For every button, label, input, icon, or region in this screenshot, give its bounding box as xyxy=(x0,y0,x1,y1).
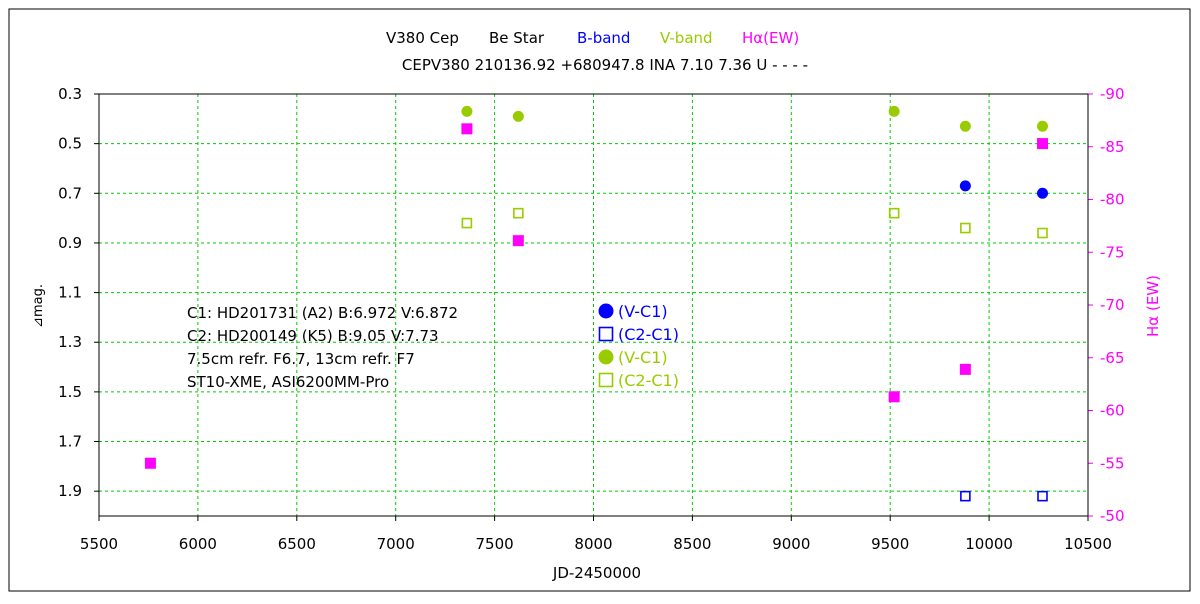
data-point xyxy=(461,123,473,135)
x-tick-label: 8000 xyxy=(574,535,612,553)
title-object: V380 Cep xyxy=(386,29,459,47)
y-tick-label: 1.7 xyxy=(58,433,82,451)
x-axis-label: JD-2450000 xyxy=(552,564,641,582)
y-tick-label: 0.9 xyxy=(58,234,82,252)
legend-label: (C2-C1) xyxy=(618,325,679,344)
x-tick-label: 8500 xyxy=(673,535,711,553)
x-tick-label: 5500 xyxy=(80,535,118,553)
title-halpha: Hα(EW) xyxy=(742,29,799,47)
data-point xyxy=(959,363,971,375)
info-line-telescopes: 7.5cm refr. F6.7, 13cm refr. F7 xyxy=(187,350,415,368)
legend-marker xyxy=(598,372,614,388)
x-tick-label: 10500 xyxy=(1064,535,1112,553)
y-tick-label: 1.1 xyxy=(58,284,82,302)
x-tick-label: 7000 xyxy=(377,535,415,553)
y2-tick-label: -90 xyxy=(1100,85,1125,103)
data-point xyxy=(959,180,971,192)
tick-labels: 5500 6000 6500 7000 7500 8000 8500 9000 9500 1000… xyxy=(58,85,1124,553)
data-point xyxy=(513,207,524,219)
x-tick-label: 9500 xyxy=(871,535,909,553)
y-tick-label: 1.3 xyxy=(58,333,82,351)
chart-frame xyxy=(8,8,1191,592)
data-point xyxy=(1037,187,1049,199)
data-point xyxy=(1037,227,1048,239)
y2-tick-label: -50 xyxy=(1100,507,1125,525)
data-point xyxy=(960,490,971,502)
title-v-band: V-band xyxy=(660,29,713,47)
data-point xyxy=(888,105,900,117)
data-point xyxy=(960,222,971,234)
info-line-cameras: ST10-XME, ASI6200MM-Pro xyxy=(187,373,389,391)
y2-tick-label: -85 xyxy=(1100,138,1125,156)
y2-tick-label: -60 xyxy=(1100,402,1125,420)
x-tick-label: 6000 xyxy=(179,535,217,553)
x-tick-label: 7500 xyxy=(476,535,514,553)
y-tick-label: 1.5 xyxy=(58,383,82,401)
y-axis-label: ⊿mag. xyxy=(31,284,46,328)
data-point xyxy=(888,391,900,403)
legend-marker xyxy=(598,303,614,319)
y2-tick-label: -65 xyxy=(1100,349,1125,367)
info-line-c2: C2: HD200149 (K5) B:9.05 V:7.73 xyxy=(187,327,439,345)
info-line-c1: C1: HD201731 (A2) B:6.972 V:6.872 xyxy=(187,304,458,322)
y-tick-label: 1.9 xyxy=(58,482,82,500)
legend-label: (V-C1) xyxy=(618,348,668,367)
data-point xyxy=(461,217,473,229)
y2-tick-label: -75 xyxy=(1100,243,1125,261)
chart-title: V380 Cep Be Star B-band V-band Hα(EW) xyxy=(386,29,799,47)
legend-label: (C2-C1) xyxy=(618,371,679,390)
y2-tick-label: -55 xyxy=(1100,454,1125,472)
data-marks xyxy=(144,105,1049,502)
y-tick-label: 0.7 xyxy=(58,184,82,202)
x-tick-label: 10000 xyxy=(965,535,1013,553)
grid xyxy=(99,93,1088,516)
data-point xyxy=(461,105,473,117)
data-point xyxy=(1037,138,1049,150)
y-tick-label: 0.3 xyxy=(58,85,82,103)
data-point xyxy=(1037,120,1049,132)
y2-tick-label: -70 xyxy=(1100,296,1125,314)
legend: (V-C1) (C2-C1) (V-C1) (C2-C1) xyxy=(598,302,679,390)
y2-axis-label: Hα (EW) xyxy=(1144,275,1162,337)
y-tick-label: 0.5 xyxy=(58,135,82,153)
axes xyxy=(94,93,1093,521)
info-block: C1: HD201731 (A2) B:6.972 V:6.872 C2: HD… xyxy=(187,304,458,391)
data-point xyxy=(959,120,971,132)
data-point xyxy=(888,207,900,219)
data-point xyxy=(1037,490,1048,502)
legend-marker xyxy=(598,349,614,365)
legend-marker xyxy=(598,326,614,342)
legend-label: (V-C1) xyxy=(618,302,668,321)
chart-subtitle: CEPV380 210136.92 +680947.8 INA 7.10 7.3… xyxy=(402,56,808,74)
title-b-band: B-band xyxy=(577,29,630,47)
data-point xyxy=(144,457,156,469)
x-tick-label: 6500 xyxy=(278,535,316,553)
y2-tick-label: -80 xyxy=(1100,191,1125,209)
title-type: Be Star xyxy=(489,29,545,47)
data-point xyxy=(512,110,524,122)
data-point xyxy=(512,235,524,247)
x-tick-label: 9000 xyxy=(772,535,810,553)
